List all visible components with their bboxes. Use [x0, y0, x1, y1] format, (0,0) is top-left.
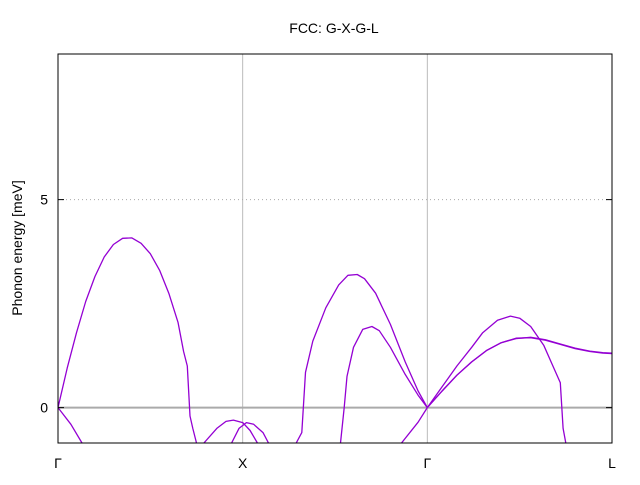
branch-line-5 [339, 325, 428, 443]
plot-frame [57, 53, 613, 444]
branch-line-4 [295, 273, 428, 443]
branch-line-6 [400, 407, 428, 443]
chart-title: FCC: G-X-G-L [289, 20, 379, 36]
y-tick-label-1: 5 [40, 192, 48, 208]
branch-line-1 [58, 407, 83, 443]
y-tick-label-0: 0 [40, 400, 48, 416]
axis-ticks: Γ X Γ L 0 5 [40, 192, 616, 471]
y-axis-label: Phonon energy [meV] [9, 180, 25, 315]
series-lines [58, 237, 612, 443]
branch-line-2 [203, 419, 258, 443]
x-tick-label-1: X [238, 455, 248, 471]
branch-line-9 [426, 336, 612, 409]
x-tick-label-3: L [608, 455, 616, 471]
branch-line-3 [231, 421, 270, 443]
x-tick-label-0: Γ [54, 455, 62, 471]
grid [58, 54, 612, 443]
branch-line-0 [58, 237, 198, 443]
branch-line-7 [426, 315, 567, 443]
branch-line-8 [426, 337, 612, 409]
x-tick-label-2: Γ [423, 455, 431, 471]
